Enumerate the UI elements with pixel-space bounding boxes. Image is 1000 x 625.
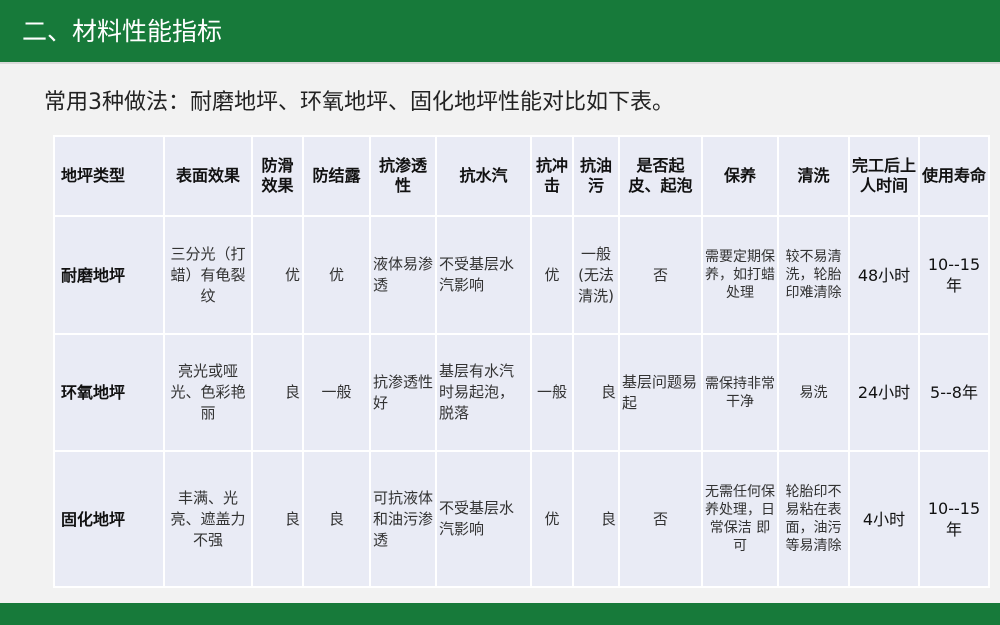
column-header: 抗渗透性 xyxy=(369,135,437,217)
column-header: 地坪类型 xyxy=(53,135,165,217)
table-row: 固化地坪 丰满、光亮、遮盖力不强良良可抗液体和油污渗透 不受基层水汽影响优良否无需任… xyxy=(53,450,990,588)
column-header: 防结露 xyxy=(302,135,371,217)
footer-bar xyxy=(0,603,1000,625)
table-cell: 5--8年 xyxy=(918,333,990,452)
table-cell: 不受基层水汽影响 xyxy=(435,450,532,588)
table-cell: 可抗液体和油污渗透 xyxy=(369,450,437,588)
table-cell: 优 xyxy=(251,215,304,335)
column-header: 表面效果 xyxy=(163,135,253,217)
column-header: 是否起皮、起泡 xyxy=(618,135,703,217)
table-cell: 优 xyxy=(302,215,371,335)
table-cell: 良 xyxy=(572,333,620,452)
table-cell: 需要定期保养，如打蜡处理 xyxy=(701,215,779,335)
row-header: 环氧地坪 xyxy=(53,333,165,452)
title-bar: 二、材料性能指标 xyxy=(0,0,1000,62)
table-cell: 24小时 xyxy=(848,333,920,452)
table-cell: 优 xyxy=(530,215,574,335)
table-cell: 三分光（打蜡）有龟裂纹 xyxy=(163,215,253,335)
table-cell: 一般(无法清洗) xyxy=(572,215,620,335)
row-header: 固化地坪 xyxy=(53,450,165,588)
column-header: 使用寿命 xyxy=(918,135,990,217)
column-header: 抗冲击 xyxy=(530,135,574,217)
table-cell: 48小时 xyxy=(848,215,920,335)
column-header: 保养 xyxy=(701,135,779,217)
column-header: 完工后上人时间 xyxy=(848,135,920,217)
subtitle: 常用3种做法：耐磨地坪、环氧地坪、固化地坪性能对比如下表。 xyxy=(44,90,674,115)
table-cell: 良 xyxy=(251,450,304,588)
table-row: 环氧地坪 亮光或哑光、色彩艳丽良一般 抗渗透性好 基层有水汽时易起泡，脱落 一般良基层问… xyxy=(53,333,990,452)
column-header: 防滑效果 xyxy=(251,135,304,217)
table-cell: 4小时 xyxy=(848,450,920,588)
table-cell: 亮光或哑光、色彩艳丽 xyxy=(163,333,253,452)
row-header: 耐磨地坪 xyxy=(53,215,165,335)
table-cell: 易洗 xyxy=(777,333,850,452)
table-cell: 不受基层水汽影响 xyxy=(435,215,532,335)
table-cell: 一般 xyxy=(302,333,371,452)
divider xyxy=(0,62,1000,64)
table-row: 耐磨地坪 三分光（打蜡）有龟裂纹优优液体易渗透 不受基层水汽影响优一般(无法清洗) 否… xyxy=(53,215,990,335)
table-cell: 基层问题易起 xyxy=(618,333,703,452)
table-cell: 较不易清洗，轮胎印难清除 xyxy=(777,215,850,335)
table-cell: 良 xyxy=(572,450,620,588)
table-cell: 需保持非常干净 xyxy=(701,333,779,452)
section-title: 二、材料性能指标 xyxy=(22,17,223,46)
table-cell: 良 xyxy=(302,450,371,588)
table-cell: 10--15年 xyxy=(918,215,990,335)
table-cell: 丰满、光亮、遮盖力不强 xyxy=(163,450,253,588)
table-cell: 一般 xyxy=(530,333,574,452)
table-cell: 基层有水汽时易起泡，脱落 xyxy=(435,333,532,452)
table-cell: 良 xyxy=(251,333,304,452)
table-cell: 无需任何保养处理，日常保洁 即可 xyxy=(701,450,779,588)
table-cell: 抗渗透性好 xyxy=(369,333,437,452)
table-cell: 10--15年 xyxy=(918,450,990,588)
column-header: 抗油污 xyxy=(572,135,620,217)
column-header: 清洗 xyxy=(777,135,850,217)
table-header-row: 地坪类型 表面效果 防滑效果 防结露 抗渗透性 抗水汽 抗冲击 抗油污 是否起皮、起泡 保养 清洗完… xyxy=(53,135,990,217)
table-cell: 轮胎印不易粘在表面，油污等易清除 xyxy=(777,450,850,588)
table-cell: 液体易渗透 xyxy=(369,215,437,335)
table-cell: 优 xyxy=(530,450,574,588)
comparison-table: 地坪类型 表面效果 防滑效果 防结露 抗渗透性 抗水汽 抗冲击 抗油污 是否起皮、起泡 保养 清洗完… xyxy=(53,135,990,588)
column-header: 抗水汽 xyxy=(435,135,532,217)
table-cell: 否 xyxy=(618,450,703,588)
table-cell: 否 xyxy=(618,215,703,335)
